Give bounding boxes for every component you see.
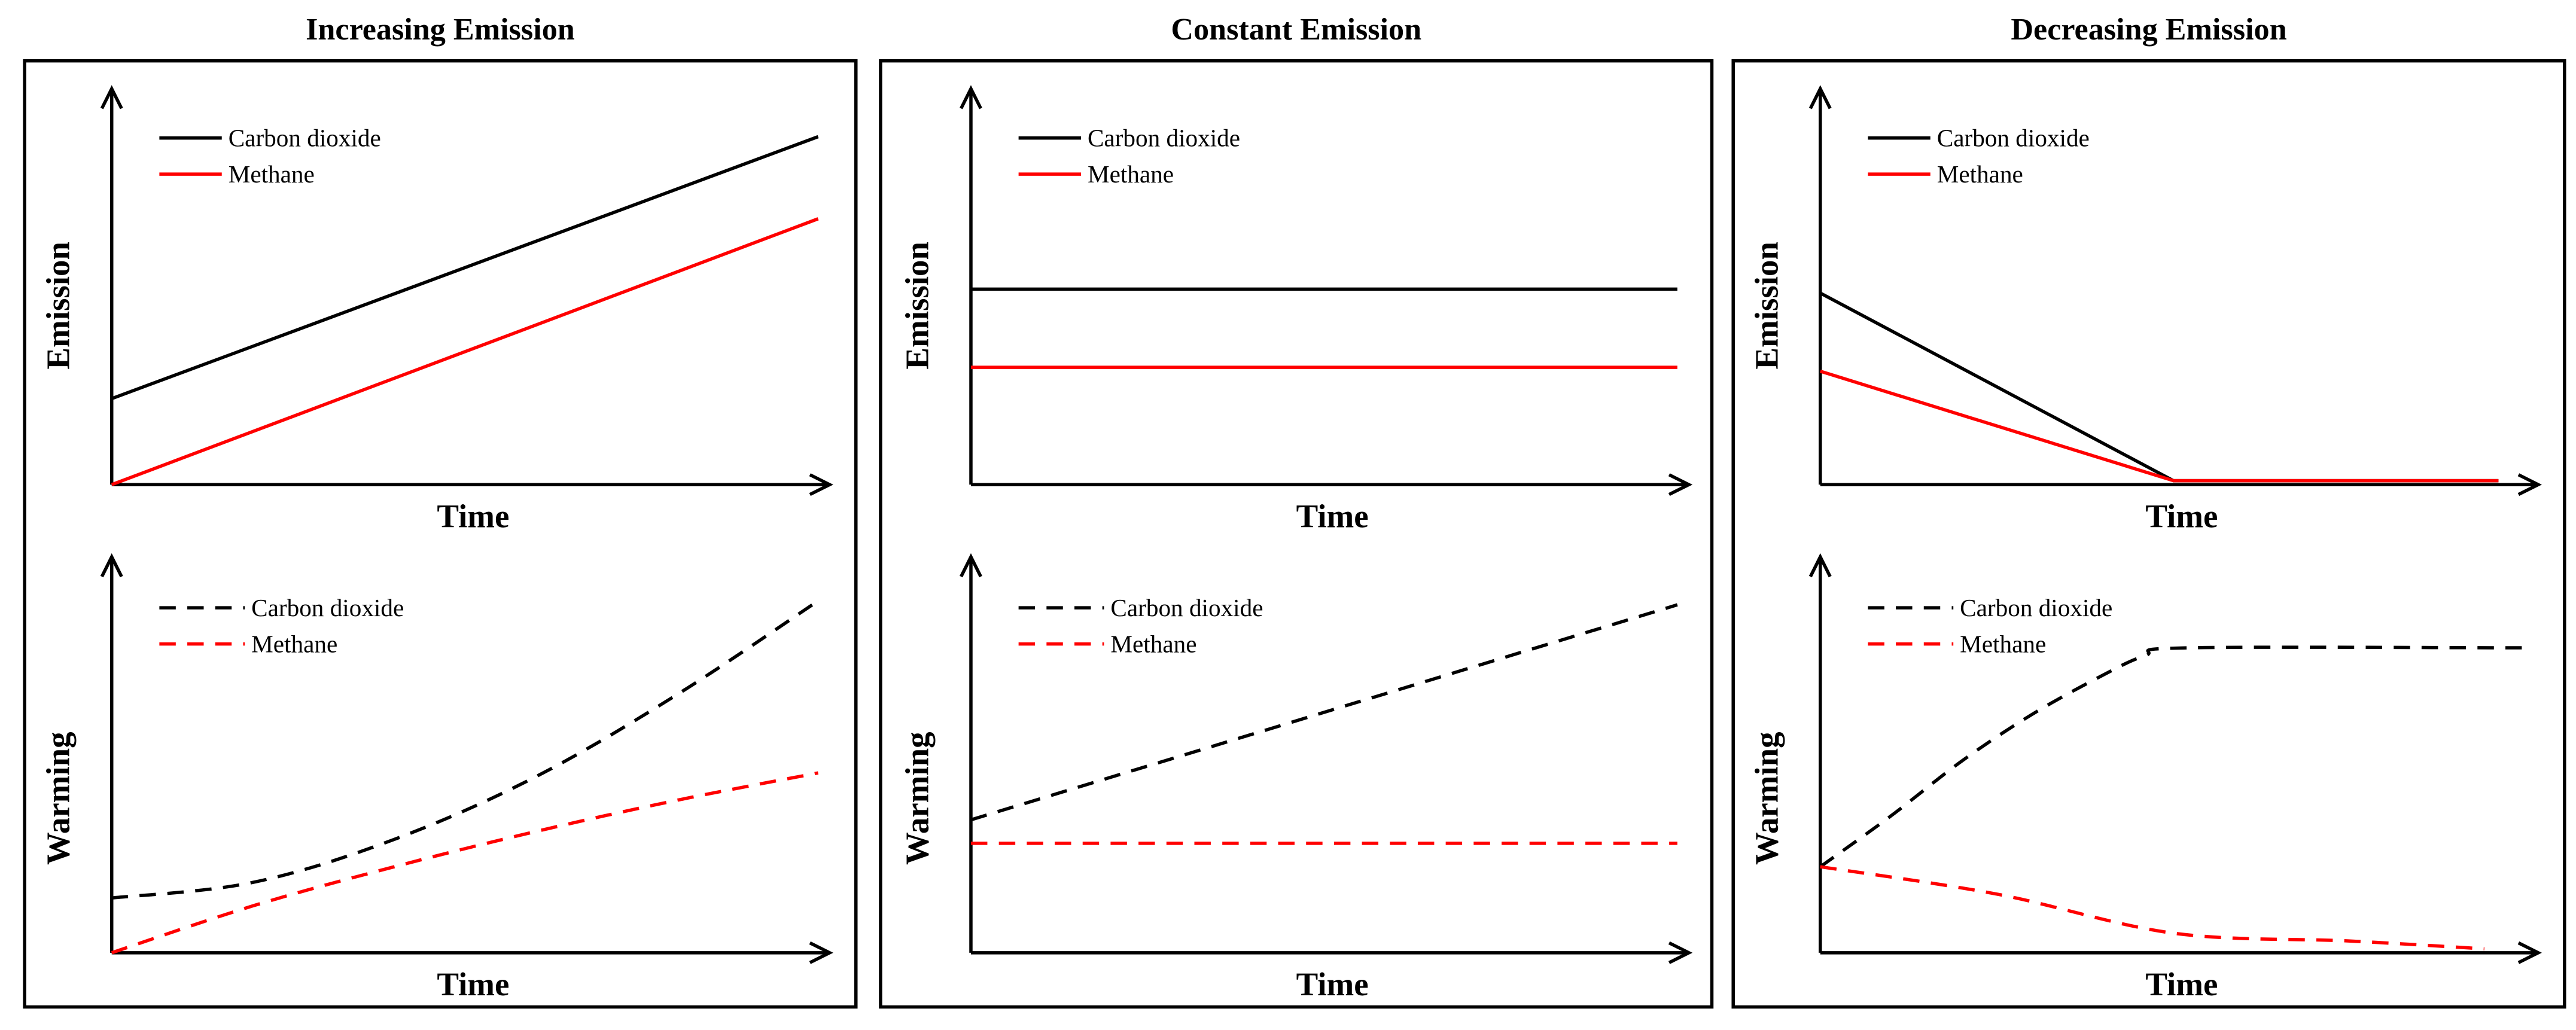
series-line-methane — [111, 217, 819, 486]
x-axis-arrow — [111, 941, 833, 964]
panel-border — [23, 59, 858, 1009]
series-line-methane — [1819, 370, 2499, 483]
legend-label: Methane — [1960, 630, 2046, 657]
x-axis-arrow — [970, 473, 1693, 496]
y-axis-label: Emission — [1748, 242, 1785, 370]
y-axis-arrow — [100, 85, 123, 485]
panel-increasing-emission: Increasing Emission Time Emission Carbon di… — [23, 13, 858, 1009]
legend-label: Carbon dioxide — [251, 594, 404, 621]
emission-chart: Time Emission Carbon dioxide Methane — [1748, 85, 2542, 535]
series-line-carbon-dioxide — [1819, 645, 2527, 869]
panel-title: Decreasing Emission — [2011, 13, 2286, 47]
legend-label: Methane — [1088, 160, 1174, 188]
series-line-methane — [1820, 865, 2484, 951]
x-axis-label: Time — [2145, 966, 2218, 1002]
panel-title: Increasing Emission — [306, 13, 575, 47]
warming-chart: Time Warming Carbon dioxide Methane — [1748, 553, 2542, 1002]
y-axis-label: Warming — [1748, 732, 1785, 865]
legend-label: Methane — [1110, 630, 1196, 657]
y-axis-label: Emission — [899, 242, 936, 370]
legend-label: Methane — [251, 630, 337, 657]
y-axis-label: Warming — [899, 732, 936, 865]
series-line-carbon-dioxide — [111, 135, 819, 400]
series-line-carbon-dioxide — [970, 603, 1678, 822]
legend-label: Carbon dioxide — [1110, 594, 1263, 621]
y-axis-arrow — [960, 553, 982, 953]
y-axis-arrow — [100, 553, 123, 953]
series-line-carbon-dioxide — [1819, 291, 2499, 483]
legend-label: Carbon dioxide — [1960, 594, 2112, 621]
legend-label: Carbon dioxide — [1088, 124, 1240, 151]
warming-chart: Time Warming Carbon dioxide Methane — [899, 553, 1693, 1002]
panel-border — [1731, 59, 2566, 1009]
y-axis-arrow — [1808, 85, 1832, 485]
y-axis-arrow — [1808, 553, 1832, 953]
panel-decreasing-emission: Decreasing Emission Time Emission Carbon di… — [1731, 13, 2566, 1009]
x-axis-arrow — [1820, 473, 2542, 496]
legend-label: Methane — [1937, 160, 2023, 188]
x-axis-arrow — [1820, 941, 2542, 964]
x-axis-label: Time — [1296, 966, 1369, 1002]
x-axis-label: Time — [437, 498, 509, 535]
y-axis-label: Emission — [39, 242, 76, 370]
x-axis-label: Time — [437, 966, 509, 1002]
x-axis-label: Time — [1296, 498, 1369, 535]
legend-label: Methane — [229, 160, 315, 188]
y-axis-label: Warming — [39, 732, 76, 865]
legend-label: Carbon dioxide — [229, 124, 381, 151]
x-axis-arrow — [970, 941, 1693, 964]
y-axis-arrow — [960, 85, 982, 485]
series-line-methane — [111, 771, 819, 955]
x-axis-arrow — [111, 473, 833, 496]
panel-constant-emission: Constant Emission Time Emission Carbon diox… — [879, 13, 1714, 1009]
series-line-carbon-dioxide — [111, 599, 820, 900]
x-axis-label: Time — [2145, 498, 2218, 535]
emission-chart: Time Emission Carbon dioxide Methane — [39, 85, 833, 535]
warming-chart: Time Warming Carbon dioxide Methane — [39, 553, 833, 1002]
panel-border — [879, 59, 1714, 1009]
legend-label: Carbon dioxide — [1937, 124, 2090, 151]
emission-chart: Time Emission Carbon dioxide Methane — [899, 85, 1693, 535]
panel-title: Constant Emission — [1171, 13, 1421, 47]
